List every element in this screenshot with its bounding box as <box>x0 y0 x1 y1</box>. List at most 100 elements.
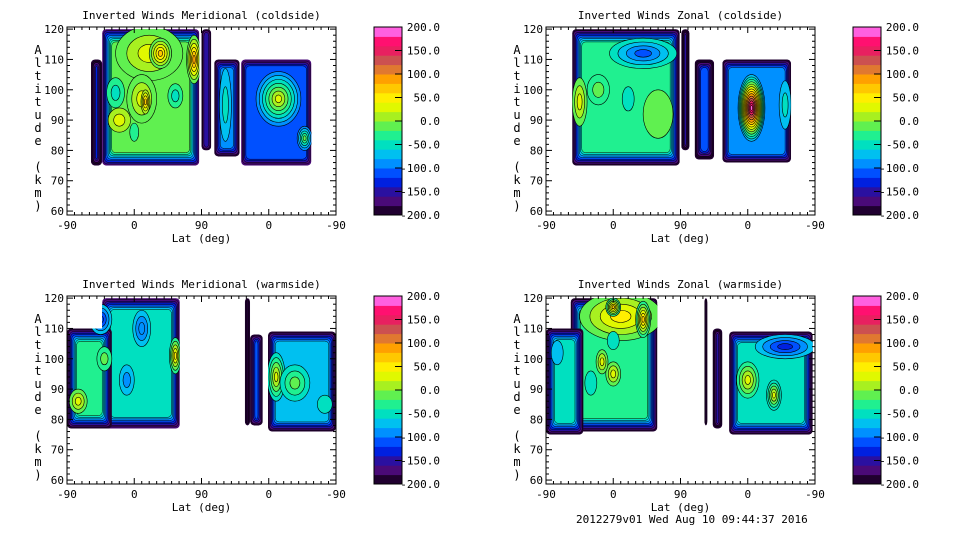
contour-feature <box>110 84 121 101</box>
colorbar-swatch <box>374 296 402 306</box>
colorbar-swatch <box>853 474 881 485</box>
x-tick-label: 0 <box>131 219 138 232</box>
x-tick-label: -90 <box>536 488 556 501</box>
colorbar-swatch <box>374 474 402 485</box>
colorbar-tick-label: -50.0 <box>886 408 919 421</box>
panel-title: Inverted Winds Zonal (warmside) <box>578 278 783 291</box>
colorbar-swatch <box>853 361 881 372</box>
contour-feature <box>621 86 635 112</box>
colorbar-swatch <box>374 177 402 188</box>
colorbar-tick-label: 0.0 <box>899 115 919 128</box>
colorbar-swatch <box>853 437 881 447</box>
colorbar-swatch <box>374 343 402 353</box>
colorbar-swatch <box>853 296 881 306</box>
colorbar-swatch <box>853 352 881 363</box>
colorbar-swatch <box>374 139 402 150</box>
timestamp-footer: 2012279v01 Wed Aug 10 09:44:37 2016 <box>576 513 808 526</box>
colorbar-swatch <box>374 333 402 344</box>
colorbar-swatch <box>853 343 881 353</box>
colorbar-swatch <box>853 380 881 391</box>
x-axis-label: Lat (deg) <box>172 501 232 514</box>
panel-3: Inverted Winds Meridional (warmside) 60 70… <box>44 278 440 514</box>
colorbar-swatch <box>374 121 402 131</box>
y-tick-label: 60 <box>530 474 543 487</box>
colorbar-tick-label: -50.0 <box>407 408 440 421</box>
y-tick-label: 120 <box>523 292 543 305</box>
x-tick-label: -90 <box>805 488 825 501</box>
contour-feature <box>192 55 196 64</box>
colorbar-swatch <box>853 408 881 419</box>
contour-feature <box>592 81 605 98</box>
colorbar-tick-label: 50.0 <box>414 92 441 105</box>
contour-feature <box>113 113 126 127</box>
contour-feature <box>144 98 147 106</box>
colorbar-swatch <box>853 55 881 66</box>
colorbar-swatch <box>853 455 881 466</box>
colorbar-tick-label: -200.0 <box>879 478 919 491</box>
contour-feature <box>97 315 104 324</box>
colorbar-swatch <box>853 446 881 457</box>
x-tick-label: 90 <box>674 488 687 501</box>
y-tick-label: 80 <box>51 413 64 426</box>
y-tick-label: 90 <box>530 383 543 396</box>
colorbar-swatch <box>853 196 881 207</box>
colorbar-swatch <box>374 324 402 335</box>
contour-feature <box>274 371 279 383</box>
colorbar-tick-label: -150.0 <box>879 186 919 199</box>
colorbar-tick-label: 200.0 <box>407 21 440 34</box>
colorbar-swatch <box>374 130 402 141</box>
colorbar-swatch <box>374 305 402 316</box>
contour-feature <box>634 49 652 58</box>
colorbar-swatch <box>853 74 881 84</box>
colorbar-swatch <box>374 352 402 363</box>
colorbar-swatch <box>374 196 402 207</box>
colorbar-tick-label: 150.0 <box>886 314 919 327</box>
colorbar-tick-label: -150.0 <box>400 186 440 199</box>
colorbar-tick-label: -150.0 <box>879 455 919 468</box>
x-tick-label: 0 <box>265 219 272 232</box>
y-tick-label: 60 <box>530 205 543 218</box>
colorbar-swatch <box>853 64 881 75</box>
contour-feature <box>642 89 674 139</box>
contour-feature <box>599 357 605 367</box>
contour-band <box>700 67 709 152</box>
colorbar-swatch <box>374 427 402 438</box>
y-tick-label: 80 <box>530 413 543 426</box>
y-tick-label: 80 <box>51 144 64 157</box>
colorbar-swatch <box>374 92 402 103</box>
y-tick-label: 100 <box>523 353 543 366</box>
colorbar-swatch <box>853 177 881 188</box>
colorbar-swatch <box>374 158 402 169</box>
contour-feature <box>611 305 615 310</box>
colorbar-swatch <box>853 139 881 150</box>
colorbar-swatch <box>374 186 402 197</box>
colorbar-swatch <box>853 149 881 160</box>
colorbar-tick-label: 150.0 <box>407 314 440 327</box>
colorbar-swatch <box>374 399 402 410</box>
colorbar-swatch <box>374 205 402 216</box>
y-tick-label: 80 <box>530 144 543 157</box>
colorbar-swatch <box>374 102 402 113</box>
colorbar-tick-label: -100.0 <box>879 162 919 175</box>
colorbar-swatch <box>374 408 402 419</box>
colorbar-swatch <box>853 205 881 216</box>
contour-feature <box>777 343 793 350</box>
x-tick-label: -90 <box>805 219 825 232</box>
y-tick-label: 90 <box>51 383 64 396</box>
colorbar-tick-label: -150.0 <box>400 455 440 468</box>
colorbar-swatch <box>853 130 881 141</box>
colorbar-swatch <box>374 74 402 84</box>
colorbar-tick-label: 0.0 <box>420 115 440 128</box>
x-tick-label: 0 <box>744 219 751 232</box>
contour-feature <box>129 122 140 142</box>
contour-feature <box>781 92 789 118</box>
panel-2: Inverted Winds Zonal (coldside) 60 70 80 90 1… <box>523 9 919 245</box>
colorbar-swatch <box>853 27 881 37</box>
colorbar-tick-label: -100.0 <box>400 162 440 175</box>
contour-feature <box>576 93 583 111</box>
colorbar-swatch <box>853 333 881 344</box>
colorbar-swatch <box>374 45 402 56</box>
colorbar-swatch <box>853 305 881 316</box>
x-tick-label: -90 <box>326 488 346 501</box>
